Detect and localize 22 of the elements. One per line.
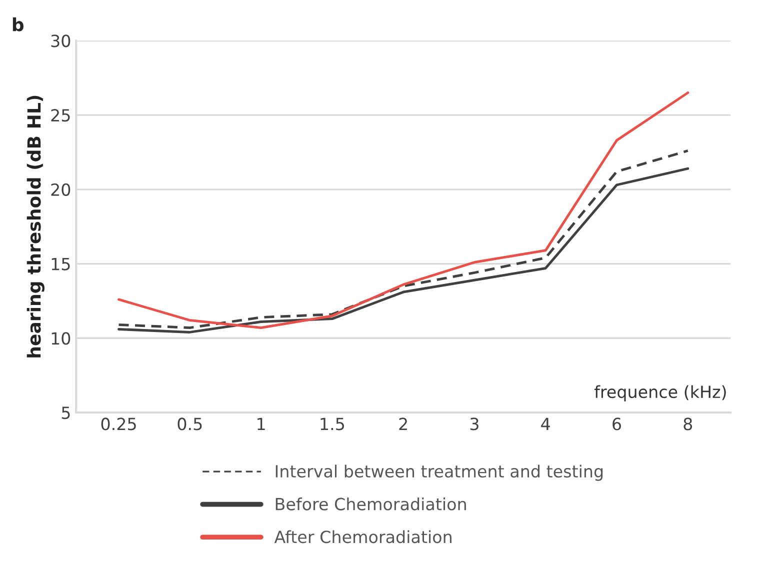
x-tick-label: 6 [612, 418, 621, 430]
legend-label: Before Chemoradiation [276, 497, 466, 510]
x-tick-label: 0.5 [178, 418, 202, 430]
x-tick-label: 0.25 [101, 418, 136, 430]
x-tick-label: 1.5 [320, 418, 344, 430]
legend-label: After Chemoradiation [274, 530, 452, 544]
x-axis-title: frequence (kHz) [594, 385, 726, 402]
text: b [12, 17, 24, 32]
y-tick-label: 30 [51, 34, 70, 48]
x-tick-label: 8 [684, 418, 692, 430]
y-tick-label: 25 [51, 109, 70, 122]
x-tick-label: 4 [541, 418, 550, 430]
x-tick-label: 2 [399, 418, 407, 430]
y-tick-label: 10 [52, 332, 70, 345]
y-tick-label: 5 [62, 406, 70, 420]
y-tick-label: 15 [52, 258, 70, 270]
y-axis-title: hearing threshold (dB HL) [26, 96, 44, 358]
legend-label: Interval between treatment and testing [276, 464, 603, 481]
y-tick-label: 20 [51, 183, 70, 196]
x-tick-label: 1 [258, 418, 265, 430]
line-series [118, 91, 690, 329]
x-tick-label: 3 [470, 418, 478, 430]
